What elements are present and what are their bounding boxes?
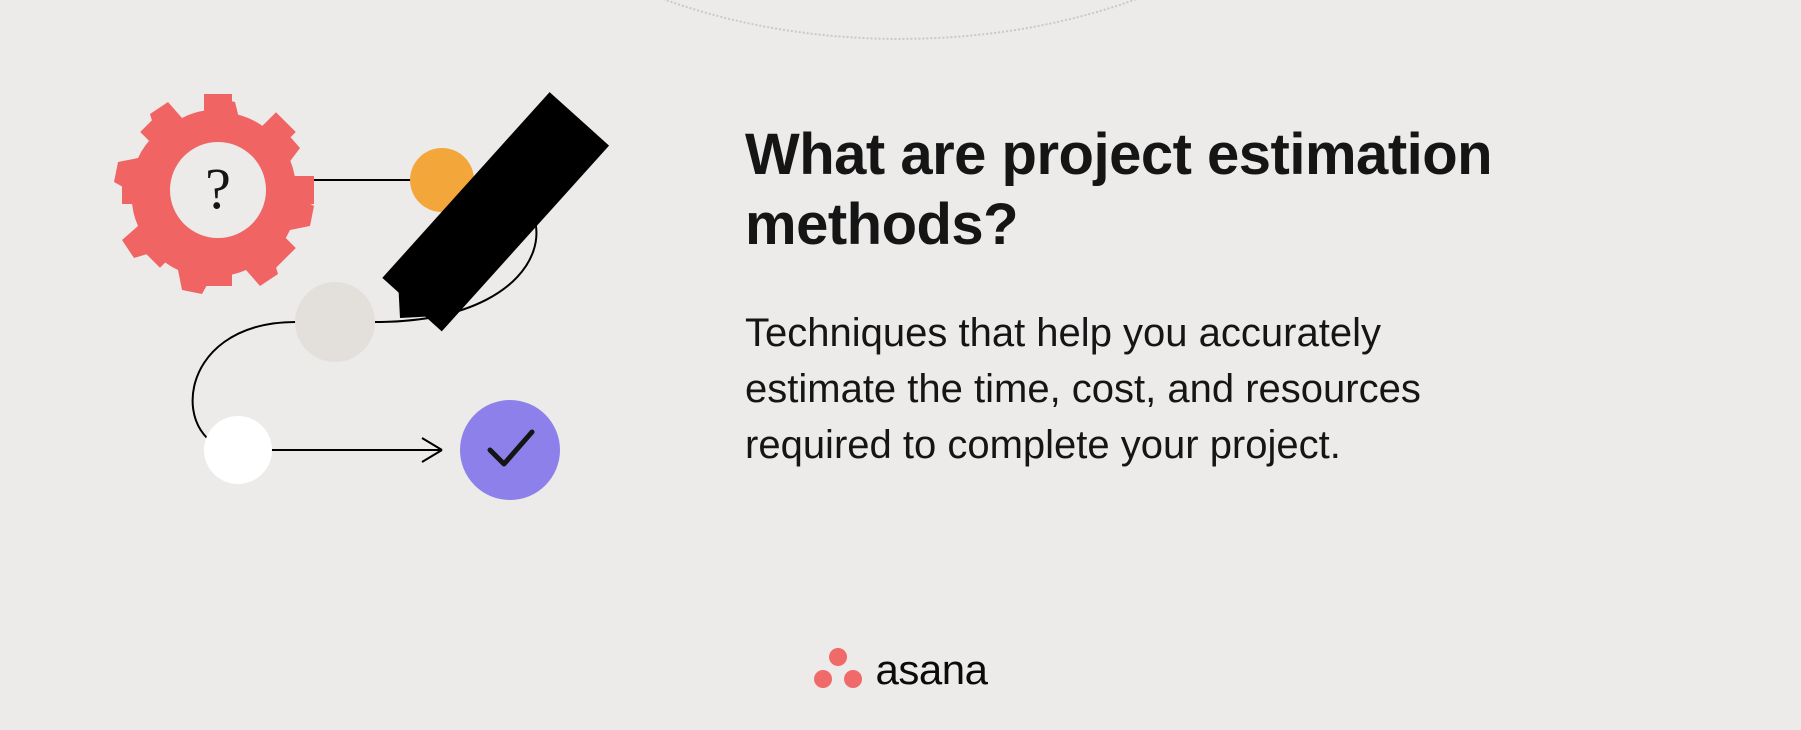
heading: What are project estimation methods?	[745, 120, 1525, 259]
question-mark-icon: ?	[205, 156, 231, 221]
decorative-dotted-arc	[440, 0, 1360, 40]
asana-logo-wordmark: asana	[876, 646, 988, 694]
asana-logo: asana	[814, 646, 988, 694]
node-check	[460, 400, 560, 500]
asana-logo-icon	[814, 648, 862, 692]
node-white	[204, 416, 272, 484]
infographic-canvas: ? What are project estimation methods? T…	[0, 0, 1801, 730]
node-gray	[295, 282, 375, 362]
gear-icon: ?	[114, 94, 314, 294]
text-block: What are project estimation methods? Tec…	[745, 120, 1525, 473]
pencil-icon	[370, 92, 609, 345]
process-illustration: ?	[100, 80, 700, 540]
body-copy: Techniques that help you accurately esti…	[745, 305, 1525, 473]
